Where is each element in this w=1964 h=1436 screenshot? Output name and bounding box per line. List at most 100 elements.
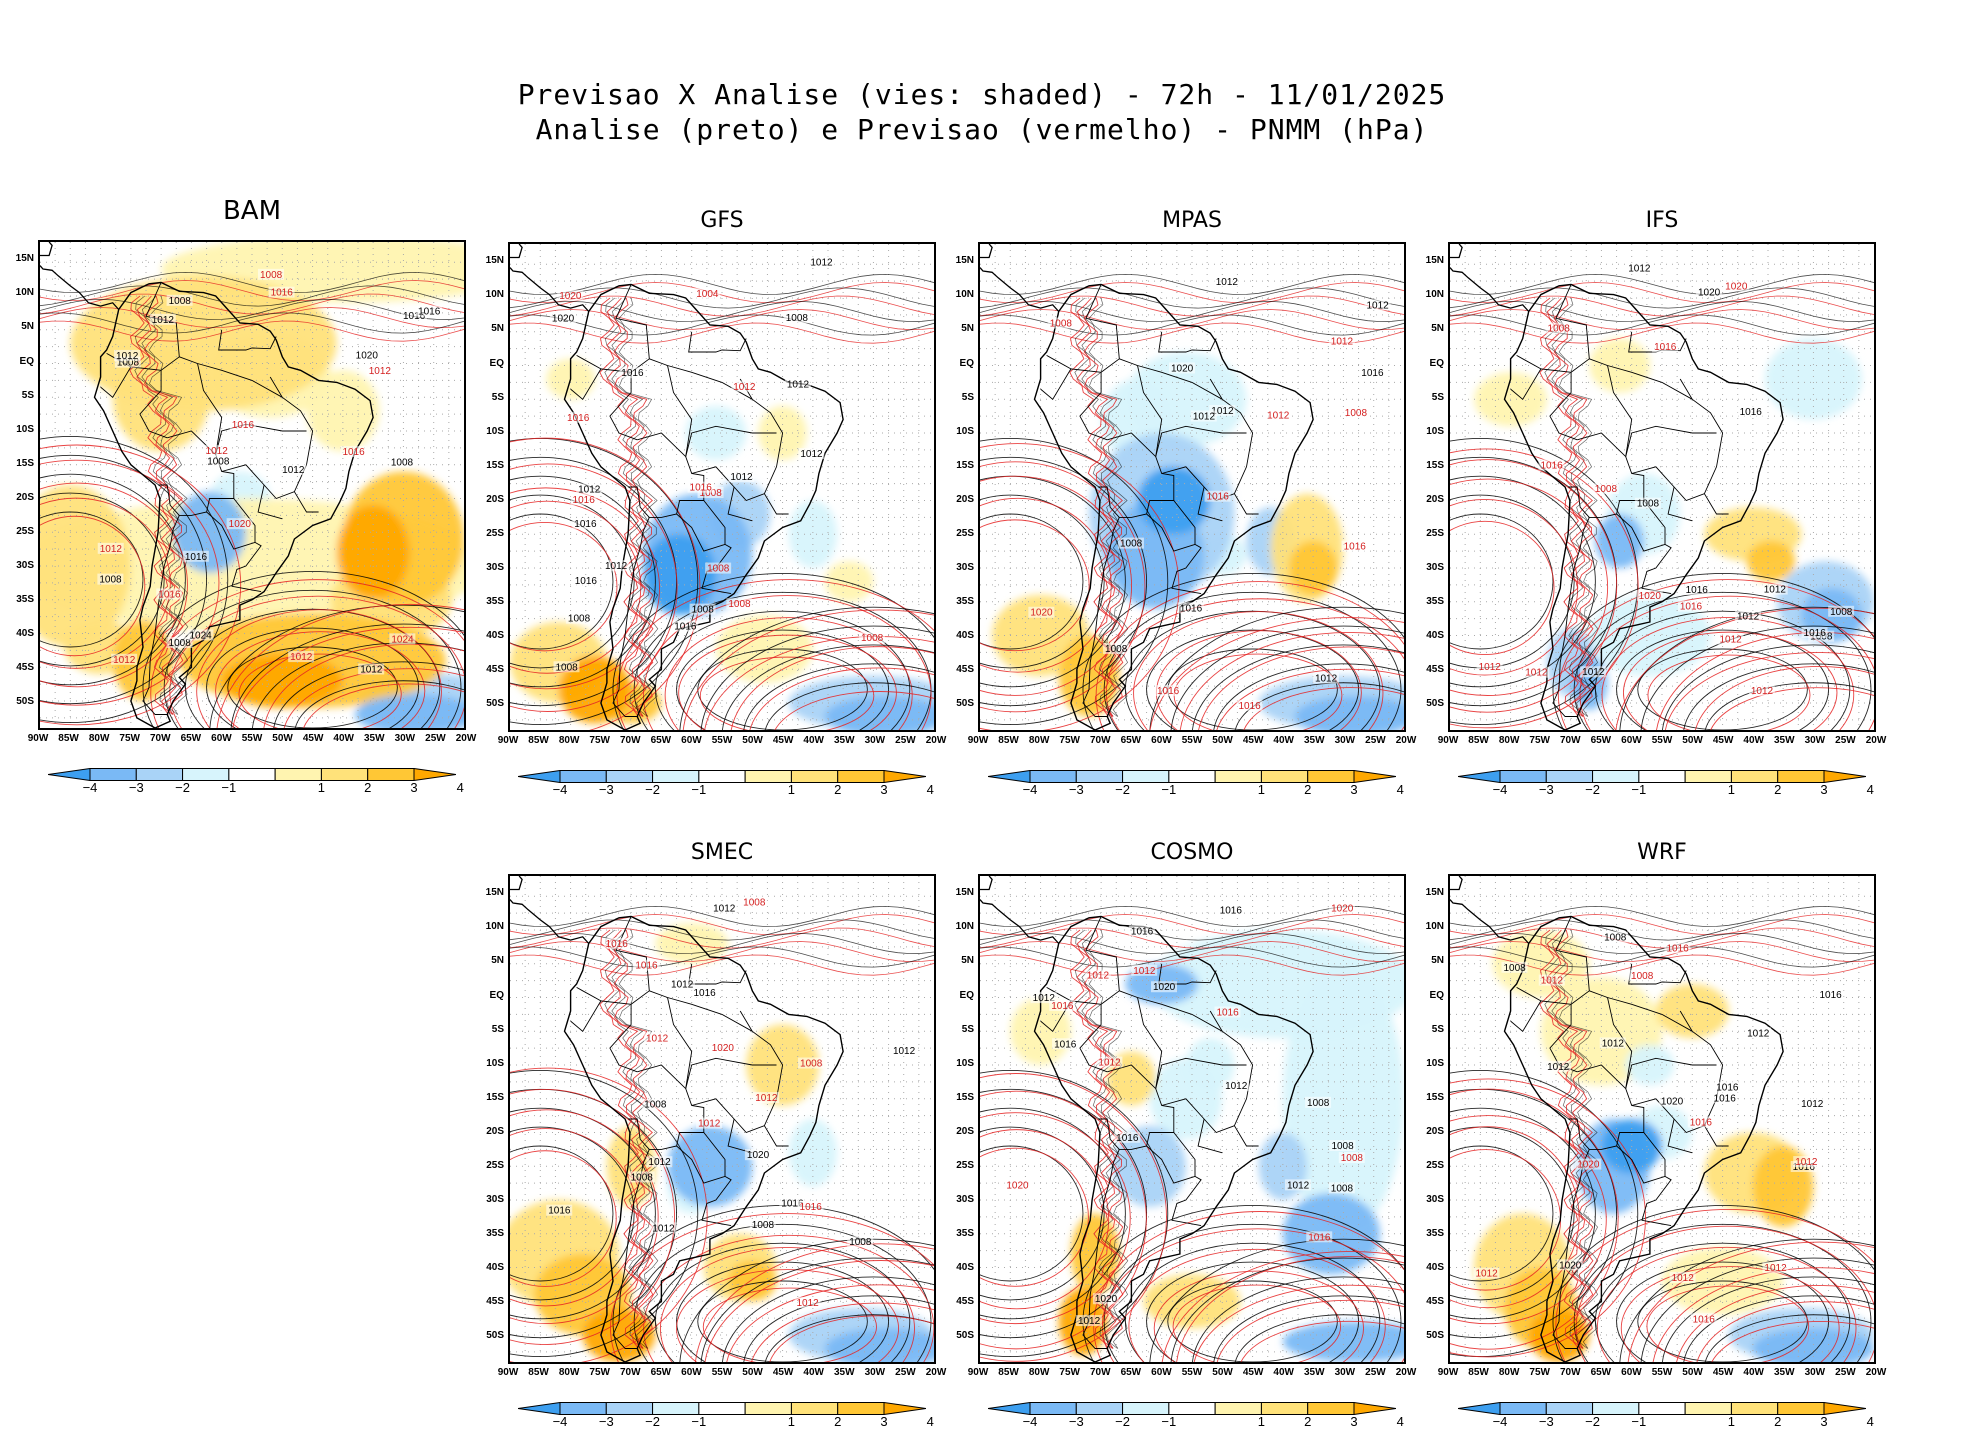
contour-label-red: 1012 <box>1719 635 1742 646</box>
contour-label-black: 1012 <box>1747 1028 1770 1039</box>
contour-label-red: 1012 <box>646 1033 669 1044</box>
lon-tick-label: 45W <box>302 733 324 744</box>
colorbar-label: −1 <box>1631 1414 1647 1429</box>
contour-label-red: 1004 <box>696 289 719 300</box>
contour-label-black: 1008 <box>1637 499 1660 510</box>
lat-tick-label: 20S <box>1426 493 1444 505</box>
contour-label-black: 1012 <box>1737 612 1760 623</box>
lon-tick-label: 35W <box>1304 735 1325 746</box>
colorbar-label: 1 <box>1727 1414 1736 1429</box>
contour-label-black: 1012 <box>152 315 175 326</box>
contour-label-black: 1012 <box>578 484 601 495</box>
contour-label-red: 1012 <box>1525 668 1548 679</box>
lat-tick-label: 25S <box>956 527 974 539</box>
bias-patch <box>1656 984 1729 1038</box>
lon-tick-label: 40W <box>333 733 354 744</box>
contour-label-black: 1008 <box>752 1220 775 1231</box>
lon-tick-label: 40W <box>1743 735 1764 746</box>
contour-label-black: 1012 <box>1366 300 1389 311</box>
colorbar-bin <box>89 768 137 781</box>
colorbar-label: −3 <box>598 782 614 797</box>
contour-label-red: 1020 <box>1331 904 1354 915</box>
contour-label-black: 1016 <box>693 988 716 999</box>
contour-label-red: 1016 <box>567 413 590 424</box>
contour-label-red: 1020 <box>1725 282 1748 293</box>
colorbar-label: −2 <box>1115 782 1130 797</box>
colorbar-label: −1 <box>1631 782 1647 797</box>
lat-tick-label: 45S <box>1426 663 1444 675</box>
lon-tick-label: 65W <box>180 733 202 744</box>
lat-tick-label: 5S <box>1431 391 1444 403</box>
contour-label-black: 1012 <box>1602 1038 1625 1049</box>
contour-label-red: 1020 <box>1030 608 1053 619</box>
lat-tick-label: 30S <box>16 559 34 571</box>
bias-patch <box>1589 338 1650 393</box>
contour-label-red: 1016 <box>1216 1007 1239 1018</box>
lat-tick-label: 30S <box>486 1193 504 1205</box>
lat-tick-label: 20S <box>16 491 34 503</box>
colorbar-bin <box>1638 1402 1686 1415</box>
contour-label-black: 1008 <box>169 296 192 307</box>
map-panel-mpas: 1008 1012 1012 1012 1016 1008 1012 1016 1012 1020… <box>978 242 1406 732</box>
lon-tick-label: 50W <box>1212 735 1233 746</box>
panel-title-smec: SMEC <box>690 840 754 865</box>
isobars-mpas <box>980 273 1404 730</box>
lon-tick-label: 70W <box>1090 1367 1111 1378</box>
contour-label-black: 1012 <box>787 379 810 390</box>
lon-tick-label: 35W <box>834 1367 855 1378</box>
lat-tick-label: 10N <box>485 921 504 933</box>
lon-tick-label: 75W <box>1059 735 1080 746</box>
contour-label-black: 1012 <box>1078 1316 1101 1327</box>
lon-tick-label: 60W <box>1621 1367 1642 1378</box>
lon-tick-label: 20W <box>1865 735 1887 746</box>
colorbar-bin <box>1214 1402 1262 1415</box>
lat-tick-label: 35S <box>956 1227 974 1239</box>
lon-tick-label: 40W <box>1743 1367 1764 1378</box>
lat-tick-label: 5N <box>491 323 504 335</box>
lat-tick-label: 50S <box>1426 1329 1444 1341</box>
contour-label-black: 1008 <box>692 605 715 616</box>
contour-label-black: 1012 <box>1287 1180 1310 1191</box>
colorbar-label: 4 <box>926 1414 934 1429</box>
contour-label-black: 1012 <box>1225 1081 1248 1092</box>
colorbar-label: 1 <box>1257 1414 1266 1429</box>
contour-label-red: 1012 <box>1764 1263 1787 1274</box>
contour-label-red: 1016 <box>1690 1117 1713 1128</box>
colorbar-label: 3 <box>880 1414 888 1429</box>
lat-tick-label: 15S <box>956 1091 974 1103</box>
contour-label-black: 1012 <box>1315 674 1338 685</box>
colorbar-bin <box>698 770 746 783</box>
contour-label-black: 1012 <box>652 1223 675 1234</box>
colorbar-bin <box>367 768 415 781</box>
lon-tick-label: 70W <box>620 735 641 746</box>
lon-tick-label: 45W <box>1242 735 1264 746</box>
contour-label-black: 1012 <box>605 561 628 572</box>
contour-label-red: 1008 <box>1548 324 1571 335</box>
colorbar-label: 1 <box>1257 782 1266 797</box>
colorbar-bin <box>1029 1402 1077 1415</box>
lon-tick-label: 60W <box>211 733 232 744</box>
contour-label-black: 1012 <box>893 1046 916 1057</box>
lat-tick-label: 5N <box>1431 955 1444 967</box>
contour-label-red: 1016 <box>1540 460 1563 471</box>
colorbar-bin <box>517 769 561 784</box>
colorbar-label: 2 <box>834 782 842 797</box>
panel-title-mpas: MPAS <box>1162 208 1222 233</box>
contour-label-red: 1020 <box>1639 591 1662 602</box>
lon-tick-label: 60W <box>1151 735 1172 746</box>
colorbar-bin <box>1075 770 1124 783</box>
lon-tick-label: 35W <box>1774 1367 1795 1378</box>
colorbar-bin <box>1353 769 1397 784</box>
contour-labels-ifs: 1012100810121008101210161008101610201012… <box>1476 262 1855 697</box>
colorbar-bin <box>883 1401 927 1416</box>
contour-label-red: 1008 <box>743 898 766 909</box>
lon-tick-label: 40W <box>1273 1367 1294 1378</box>
lat-tick-label: 15N <box>1425 887 1444 899</box>
lat-tick-label: 5N <box>491 955 504 967</box>
contour-label-black: 1008 <box>99 575 122 586</box>
lat-tick-label: 30S <box>1426 1193 1444 1205</box>
lat-tick-label: 35S <box>1426 595 1444 607</box>
contour-label-black: 1008 <box>631 1172 654 1183</box>
lon-tick-label: 30W <box>1804 735 1826 746</box>
contour-label-red: 1012 <box>1331 336 1354 347</box>
